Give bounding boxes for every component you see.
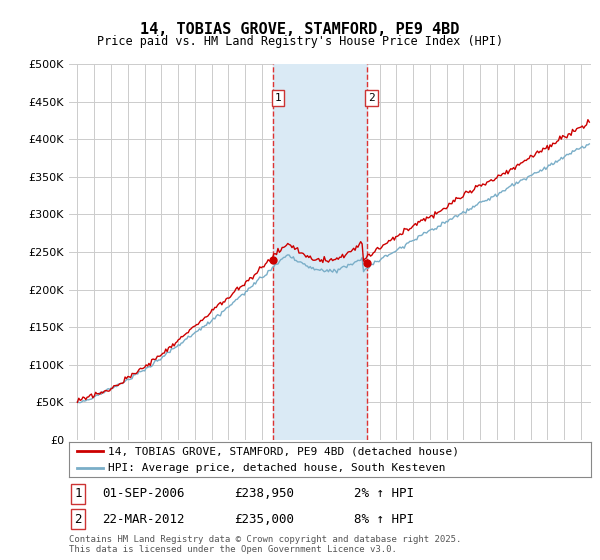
Text: 14, TOBIAS GROVE, STAMFORD, PE9 4BD: 14, TOBIAS GROVE, STAMFORD, PE9 4BD bbox=[140, 22, 460, 38]
Bar bbox=[273, 64, 367, 440]
Text: 14, TOBIAS GROVE, STAMFORD, PE9 4BD (detached house): 14, TOBIAS GROVE, STAMFORD, PE9 4BD (det… bbox=[108, 446, 459, 456]
Text: 8% ↑ HPI: 8% ↑ HPI bbox=[354, 512, 414, 526]
Text: £238,950: £238,950 bbox=[234, 487, 294, 501]
Text: Price paid vs. HM Land Registry's House Price Index (HPI): Price paid vs. HM Land Registry's House … bbox=[97, 35, 503, 48]
Text: 01-SEP-2006: 01-SEP-2006 bbox=[102, 487, 185, 501]
Text: 1: 1 bbox=[275, 93, 281, 103]
Text: HPI: Average price, detached house, South Kesteven: HPI: Average price, detached house, Sout… bbox=[108, 463, 446, 473]
Text: 1: 1 bbox=[74, 487, 82, 501]
Text: 2% ↑ HPI: 2% ↑ HPI bbox=[354, 487, 414, 501]
Text: 2: 2 bbox=[368, 93, 375, 103]
Text: £235,000: £235,000 bbox=[234, 512, 294, 526]
Text: Contains HM Land Registry data © Crown copyright and database right 2025.
This d: Contains HM Land Registry data © Crown c… bbox=[69, 535, 461, 554]
Text: 2: 2 bbox=[74, 512, 82, 526]
Text: 22-MAR-2012: 22-MAR-2012 bbox=[102, 512, 185, 526]
